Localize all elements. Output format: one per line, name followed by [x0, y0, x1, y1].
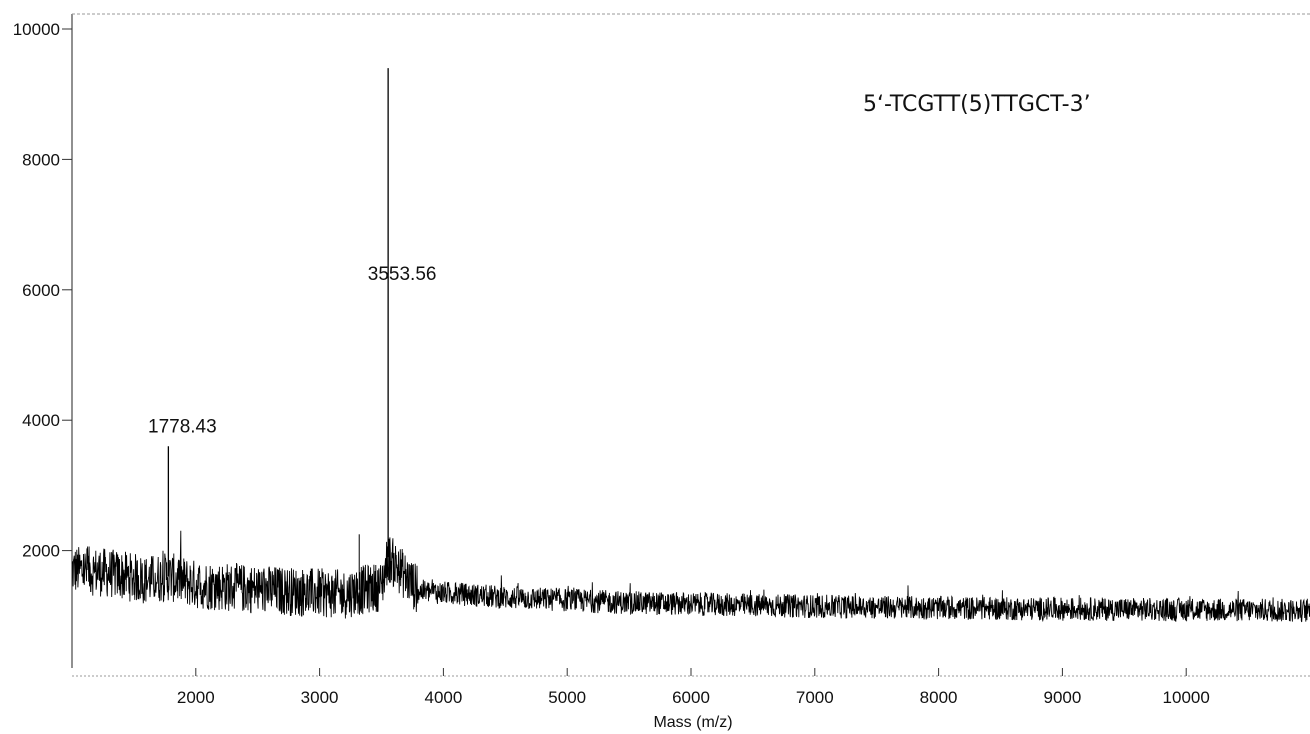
- y-tick-label: 10000: [13, 20, 60, 39]
- y-tick-label: 6000: [22, 281, 60, 300]
- x-tick-label: 9000: [1043, 688, 1081, 707]
- x-tick-label: 5000: [548, 688, 586, 707]
- spectrum-trace: [71, 530, 1310, 623]
- x-tick-label: 10000: [1163, 688, 1210, 707]
- peak-labels-group: 1778.43 3553.56: [148, 264, 436, 437]
- peak-label: 3553.56: [368, 264, 437, 285]
- y-tick-label: 8000: [22, 150, 60, 169]
- x-axis-title: Mass (m/z): [653, 714, 732, 731]
- y-axis-ticks: 2000 4000 6000 8000 10000: [13, 20, 72, 561]
- peak-label: 1778.43: [148, 416, 217, 437]
- x-tick-label: 4000: [424, 688, 462, 707]
- x-tick-label: 7000: [796, 688, 834, 707]
- y-tick-label: 2000: [22, 542, 60, 561]
- x-tick-label: 2000: [177, 688, 215, 707]
- x-tick-label: 3000: [301, 688, 339, 707]
- x-tick-label: 6000: [672, 688, 710, 707]
- x-axis-ticks: 2000 3000 4000 5000 6000 7000 8000 9000 10000: [177, 668, 1210, 707]
- y-tick-label: 4000: [22, 411, 60, 430]
- x-tick-label: 8000: [920, 688, 958, 707]
- plot-series-group: [71, 68, 1310, 623]
- sequence-annotation: 5‘-TCGTT(5)TTGCT-3’: [863, 92, 1091, 117]
